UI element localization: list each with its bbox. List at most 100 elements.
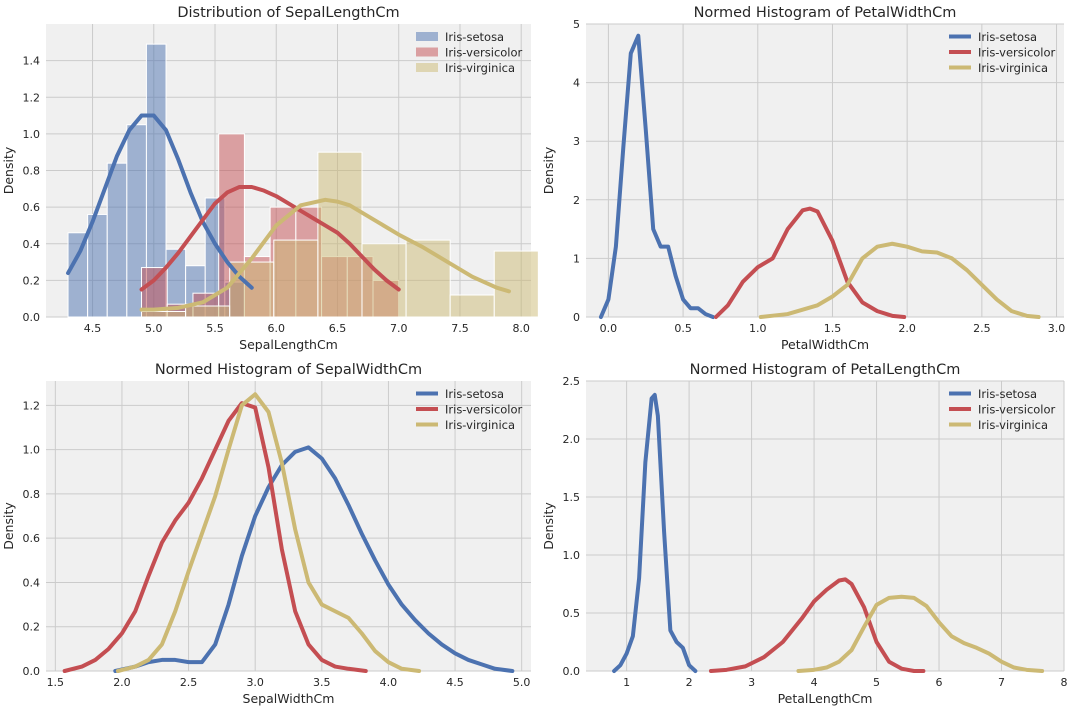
subplot-sepal-length: 4.5 5.0 5.5 6.0 6.5 7.0 7.5 8.0 0.0 0.2 0.4 0.6 0.8 1… <box>1 5 539 352</box>
density-line-iris-versicolor <box>708 577 926 673</box>
y-tick-label: 2.5 <box>563 375 581 388</box>
x-tick-label: 7 <box>998 676 1005 689</box>
legend-label: Iris-versicolor <box>445 46 523 60</box>
legend-label: Iris-versicolor <box>978 403 1056 417</box>
x-tick-label: 0.5 <box>674 322 692 335</box>
x-tick-label: 2.0 <box>113 676 131 689</box>
y-tick-label: 1.0 <box>23 128 41 141</box>
y-tick-label: 2.0 <box>563 433 581 446</box>
x-tick-label: 6 <box>936 676 943 689</box>
density-line-iris-virginica <box>139 197 511 312</box>
density-line-iris-setosa <box>66 113 254 290</box>
x-tick-label: 1.5 <box>47 676 65 689</box>
density-line-iris-versicolor <box>62 401 368 673</box>
y-tick-label: 0.2 <box>23 274 41 287</box>
density-line-iris-versicolor <box>139 184 401 292</box>
legend-label: Iris-setosa <box>978 387 1037 401</box>
y-axis-label: Density <box>1 502 16 550</box>
x-tick-label: 4.0 <box>380 676 398 689</box>
x-tick-label: 8.0 <box>512 322 530 335</box>
y-tick-label: 3 <box>573 135 580 148</box>
x-tick-label: 1.0 <box>749 322 767 335</box>
y-tick-label: 1.5 <box>563 491 581 504</box>
x-tick-label: 2.0 <box>898 322 916 335</box>
x-axis-label: SepalWidthCm <box>243 691 335 706</box>
density-line-iris-setosa <box>598 33 715 319</box>
y-tick-label: 1.2 <box>23 399 41 412</box>
density-line-iris-versicolor <box>713 206 907 319</box>
legend-label: Iris-virginica <box>445 61 515 75</box>
x-tick-label: 4.5 <box>84 322 102 335</box>
y-tick-label: 4 <box>573 77 580 90</box>
legend-label: Iris-virginica <box>978 418 1048 432</box>
density-line-iris-virginica <box>796 594 1045 673</box>
x-tick-label: 5.5 <box>206 322 224 335</box>
x-tick-label: 2.5 <box>973 322 991 335</box>
y-tick-label: 0.8 <box>23 488 41 501</box>
hist-bar-iris-virginica <box>493 250 539 318</box>
legend-label: Iris-virginica <box>978 61 1048 75</box>
y-tick-label: 0.0 <box>23 665 41 678</box>
y-tick-label: 1.0 <box>563 549 581 562</box>
subplot-sepal-width: 1.5 2.0 2.5 3.0 3.5 4.0 4.5 5.0 0.0 0.2 0.4 0.6 0.8 1… <box>1 362 531 706</box>
chart-title: Normed Histogram of PetalLengthCm <box>690 362 961 378</box>
y-tick-label: 1.4 <box>23 55 41 68</box>
y-tick-label: 0.0 <box>563 665 581 678</box>
chart-title: Distribution of SepalLengthCm <box>177 5 399 21</box>
plot-area <box>586 24 1064 317</box>
x-tick-label: 4.5 <box>446 676 464 689</box>
x-tick-label: 5 <box>873 676 880 689</box>
x-tick-label: 2 <box>686 676 693 689</box>
x-axis-label: PetalLengthCm <box>778 691 873 706</box>
x-tick-label: 6.5 <box>329 322 347 335</box>
y-tick-label: 2 <box>573 194 580 207</box>
legend-label: Iris-setosa <box>445 30 504 44</box>
legend-swatch <box>416 47 438 57</box>
legend-swatch <box>416 32 438 41</box>
x-tick-label: 7.5 <box>451 322 469 335</box>
chart-title: Normed Histogram of SepalWidthCm <box>155 362 422 378</box>
x-tick-label: 1 <box>623 676 630 689</box>
y-tick-label: 0.8 <box>23 165 41 178</box>
x-axis-label: SepalLengthCm <box>239 337 338 352</box>
legend-label: Iris-versicolor <box>445 403 523 417</box>
y-tick-label: 5 <box>573 18 580 31</box>
legend-swatch <box>416 63 438 72</box>
density-line-iris-setosa <box>612 392 698 673</box>
x-tick-label: 3 <box>748 676 755 689</box>
x-tick-label: 1.5 <box>824 322 842 335</box>
density-line-iris-virginica <box>758 241 1041 319</box>
x-tick-label: 3.0 <box>246 676 264 689</box>
density-line-iris-virginica <box>115 392 422 673</box>
y-tick-label: 1 <box>573 252 580 265</box>
hist-bar-iris-virginica <box>273 239 319 318</box>
y-tick-label: 1.0 <box>23 444 41 457</box>
x-tick-label: 7.0 <box>390 322 408 335</box>
hist-bar-iris-virginica <box>141 311 187 318</box>
x-tick-label: 8 <box>1061 676 1068 689</box>
y-axis-label: Density <box>1 146 16 194</box>
x-tick-label: 6.0 <box>268 322 286 335</box>
y-axis-label: Density <box>541 146 556 194</box>
hist-bar-iris-virginica <box>185 305 231 318</box>
hist-bar-iris-setosa <box>106 162 128 318</box>
y-tick-label: 0.4 <box>23 576 41 589</box>
x-tick-label: 5.0 <box>513 676 531 689</box>
x-tick-label: 5.0 <box>145 322 163 335</box>
y-tick-label: 1.2 <box>23 91 41 104</box>
x-tick-label: 3.5 <box>313 676 331 689</box>
x-axis-label: PetalWidthCm <box>781 337 869 352</box>
density-line-iris-setosa <box>113 445 515 673</box>
hist-bar-iris-virginica <box>449 294 495 318</box>
chart-title: Normed Histogram of PetalWidthCm <box>694 5 957 21</box>
x-tick-label: 3.0 <box>1048 322 1066 335</box>
x-tick-label: 0.0 <box>600 322 618 335</box>
subplot-petal-length: 1 2 3 4 5 6 7 8 0.0 0.5 1.0 1.5 2.0 2.5 Normed Histogr… <box>541 362 1068 706</box>
y-axis-label: Density <box>541 502 556 550</box>
y-tick-label: 0.6 <box>23 201 41 214</box>
